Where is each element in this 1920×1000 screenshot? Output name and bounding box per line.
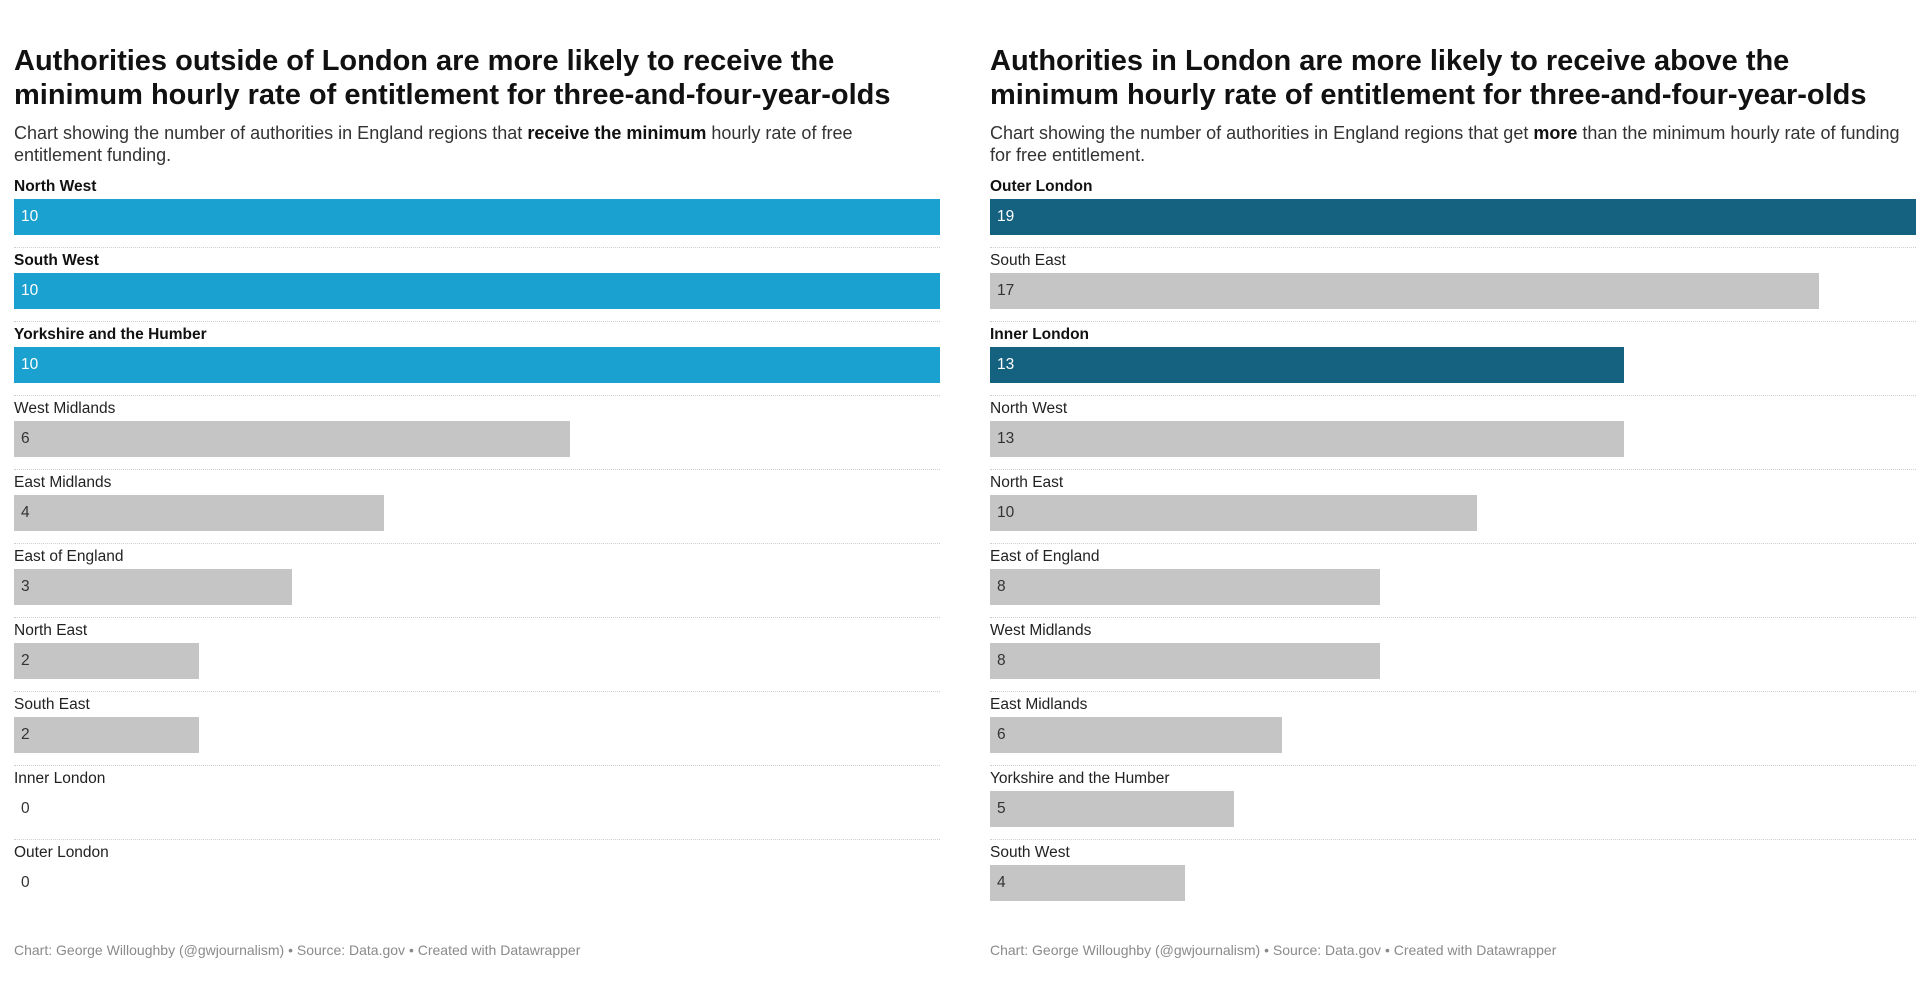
category-label: East Midlands (14, 474, 112, 491)
bar-row: North West 10 (14, 174, 940, 248)
bar-row: East Midlands 4 (14, 470, 940, 544)
bar-row: Outer London 19 (990, 174, 1916, 248)
subtitle-text-emphasis: receive the minimum (527, 123, 707, 143)
category-label: South East (990, 252, 1066, 269)
data-label: 8 (997, 652, 1006, 669)
category-label: South East (14, 696, 90, 713)
category-label: North West (14, 178, 97, 195)
category-label: Inner London (14, 770, 106, 787)
bar-row: North East 10 (990, 470, 1916, 544)
bar-row: Outer London 0 (14, 840, 940, 914)
bar (990, 421, 1624, 457)
bar (990, 273, 1819, 309)
data-label: 19 (997, 208, 1015, 225)
data-label: 10 (21, 282, 39, 299)
bar-list: North West 10 South West 10 Yorkshire and th… (14, 174, 940, 914)
data-label: 10 (997, 504, 1015, 521)
chart-title: Authorities in London are more likely to… (990, 45, 1867, 111)
data-label: 17 (997, 282, 1015, 299)
subtitle-text-start: Chart showing the number of authorities … (990, 123, 1534, 143)
category-label: West Midlands (14, 400, 116, 417)
bar-row: West Midlands 8 (990, 618, 1916, 692)
category-label: North East (990, 474, 1064, 491)
category-label: East of England (14, 548, 124, 565)
bar (990, 643, 1380, 679)
bar-row: South West 4 (990, 840, 1916, 914)
data-label: 6 (21, 430, 30, 447)
bar (14, 273, 940, 309)
data-label: 6 (997, 726, 1006, 743)
data-label: 0 (21, 800, 30, 817)
bar (14, 569, 292, 605)
bar-row: East of England 8 (990, 544, 1916, 618)
category-label: East Midlands (990, 696, 1088, 713)
bar (990, 717, 1283, 753)
bar (990, 199, 1916, 235)
data-label: 3 (21, 578, 30, 595)
data-label: 10 (21, 208, 39, 225)
bar-row: East of England 3 (14, 544, 940, 618)
chart-subtitle: Chart showing the number of authorities … (990, 122, 1916, 166)
bar-row: South West 10 (14, 248, 940, 322)
bar (14, 717, 200, 753)
data-label: 10 (21, 356, 39, 373)
subtitle-text-start: Chart showing the number of authorities … (14, 123, 528, 143)
bar (990, 347, 1624, 383)
bar (14, 643, 200, 679)
category-label: West Midlands (990, 622, 1092, 639)
bar (14, 347, 940, 383)
category-label: East of England (990, 548, 1100, 565)
category-label: South West (990, 844, 1070, 861)
data-label: 5 (997, 800, 1006, 817)
data-label: 2 (21, 652, 30, 669)
bar-row: Yorkshire and the Humber 10 (14, 322, 940, 396)
category-label: Outer London (14, 844, 109, 861)
bar (990, 865, 1185, 901)
category-label: Yorkshire and the Humber (990, 770, 1170, 787)
chart-subtitle: Chart showing the number of authorities … (14, 122, 940, 166)
data-label: 8 (997, 578, 1006, 595)
chart-footer-left: Chart: George Willoughby (@gwjournalism)… (14, 942, 581, 958)
chart-panel-minimum: Authorities outside of London are more l… (14, 44, 940, 914)
subtitle-text-emphasis: more (1533, 123, 1578, 143)
bar-row: South East 17 (990, 248, 1916, 322)
category-label: Inner London (990, 326, 1090, 343)
chart-panel-above-minimum: Authorities in London are more likely to… (990, 44, 1916, 914)
bar (990, 791, 1234, 827)
data-label: 4 (997, 874, 1006, 891)
data-label: 0 (21, 874, 30, 891)
bar (990, 569, 1380, 605)
bar-row: Inner London 0 (14, 766, 940, 840)
chart-footer-right: Chart: George Willoughby (@gwjournalism)… (990, 942, 1557, 958)
bar-row: North West 13 (990, 396, 1916, 470)
category-label: Yorkshire and the Humber (14, 326, 207, 343)
subtitle-text-end: than the minimum hourly rate of funding … (990, 123, 1900, 165)
bar-row: Inner London 13 (990, 322, 1916, 396)
bar (14, 495, 385, 531)
data-label: 4 (21, 504, 30, 521)
chart-title: Authorities outside of London are more l… (14, 45, 891, 111)
bar-row: South East 2 (14, 692, 940, 766)
category-label: Outer London (990, 178, 1093, 195)
bar-row: Yorkshire and the Humber 5 (990, 766, 1916, 840)
data-label: 13 (997, 430, 1015, 447)
category-label: North East (14, 622, 88, 639)
category-label: South West (14, 252, 99, 269)
bar-row: West Midlands 6 (14, 396, 940, 470)
data-label: 2 (21, 726, 30, 743)
data-label: 13 (997, 356, 1015, 373)
bar (14, 421, 570, 457)
bar-list: Outer London 19 South East 17 Inner London 13… (990, 174, 1916, 914)
bar-row: North East 2 (14, 618, 940, 692)
subtitle-text-end: hourly rate of free entitlement funding. (14, 123, 853, 165)
bar-row: East Midlands 6 (990, 692, 1916, 766)
bar (990, 495, 1478, 531)
category-label: North West (990, 400, 1068, 417)
bar (14, 199, 940, 235)
